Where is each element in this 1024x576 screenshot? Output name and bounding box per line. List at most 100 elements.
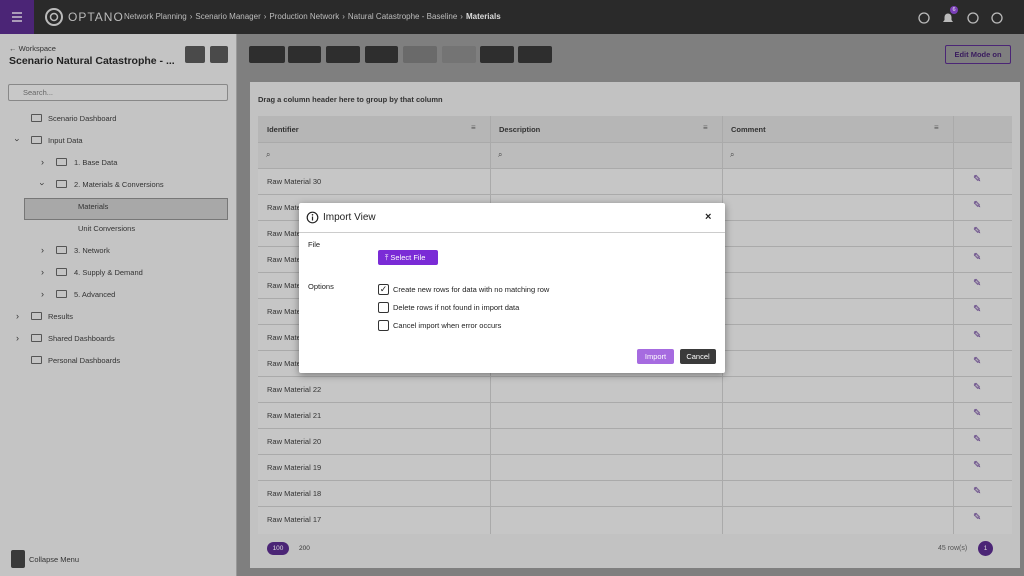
filter-icon[interactable]: ≡ <box>934 123 939 132</box>
edit-icon[interactable]: ✎ <box>973 408 982 419</box>
edit-icon[interactable]: ✎ <box>973 226 982 237</box>
breadcrumb: Network Planning › Scenario Manager › Produc… <box>124 12 501 21</box>
breadcrumb-separator: › <box>460 12 463 21</box>
expand-arrow[interactable]: › <box>16 333 19 343</box>
toolbar-button[interactable] <box>480 46 514 63</box>
dashboard-icon <box>31 114 42 122</box>
column-header[interactable]: Comment <box>731 125 766 134</box>
dialog-title: Import View <box>323 212 376 223</box>
filter-row <box>258 142 1012 168</box>
cell: Raw Material 19 <box>267 463 322 472</box>
breadcrumb-item[interactable]: Natural Catastrophe - Baseline <box>347 12 458 21</box>
search-box[interactable]: Search... <box>8 84 228 101</box>
option-label[interactable]: Cancel import when error occurs <box>393 321 502 330</box>
close-button[interactable]: × <box>705 211 712 223</box>
toolbar-button[interactable] <box>288 46 321 63</box>
edit-icon[interactable]: ✎ <box>973 200 982 211</box>
sidebar: ← Workspace Scenario Natural Catastrophe… <box>0 34 237 576</box>
edit-icon[interactable]: ✎ <box>973 252 982 263</box>
edit-button[interactable] <box>185 46 205 63</box>
row-divider <box>258 402 1012 403</box>
file-label: File <box>308 240 321 249</box>
page-size[interactable]: 200 <box>299 545 310 552</box>
collapse-text[interactable]: Collapse Menu <box>29 555 80 564</box>
expand-arrow[interactable]: › <box>41 267 44 277</box>
page-size[interactable]: 100 <box>267 542 289 555</box>
edit-icon[interactable]: ✎ <box>973 278 982 289</box>
toolbar-button[interactable] <box>326 46 360 63</box>
toolbar-button[interactable] <box>403 46 437 63</box>
folder-icon <box>56 180 67 188</box>
edit-icon[interactable]: ✎ <box>973 512 982 523</box>
page-number[interactable]: 1 <box>978 541 993 556</box>
cancel-button[interactable]: Cancel <box>680 349 716 364</box>
tree-item[interactable]: Scenario Dashboard <box>48 114 117 123</box>
toolbar-button[interactable] <box>249 46 285 63</box>
cell: Raw Material 26 <box>267 281 322 290</box>
edit-icon[interactable]: ✎ <box>973 434 982 445</box>
edit-mode-button[interactable]: Edit Mode on <box>945 45 1011 64</box>
top-bar: OPTANO Network Planning › Scenario Manager… <box>0 0 1024 34</box>
column-header[interactable]: Description <box>499 125 541 134</box>
row-divider <box>258 454 1012 455</box>
search-icon[interactable]: ⌕ <box>498 150 503 159</box>
row-divider <box>258 376 1012 377</box>
edit-icon[interactable]: ✎ <box>973 304 982 315</box>
filter-icon[interactable]: ≡ <box>471 123 476 132</box>
cell: Raw Material 17 <box>267 515 322 524</box>
select-file-button[interactable]: ⤒ Select File <box>378 250 438 265</box>
edit-icon[interactable]: ✎ <box>973 174 982 185</box>
tree-item[interactable]: 3. Network <box>74 246 110 255</box>
row-divider <box>258 480 1012 481</box>
tree-item[interactable]: Personal Dashboards <box>48 356 121 365</box>
cell: Raw Material 28 <box>267 229 322 238</box>
edit-icon[interactable]: ✎ <box>973 486 982 497</box>
menu-button[interactable] <box>0 0 34 34</box>
toolbar-button[interactable] <box>442 46 476 63</box>
checkbox[interactable] <box>378 320 389 331</box>
search-icon[interactable]: ⌕ <box>730 150 735 159</box>
cell: Raw Material 25 <box>267 307 322 316</box>
edit-icon[interactable]: ✎ <box>973 330 982 341</box>
filter-icon[interactable]: ≡ <box>703 123 708 132</box>
option-label[interactable]: Create new rows for data with no matchin… <box>393 285 550 294</box>
tree-item[interactable]: 2. Materials & Conversions <box>74 180 164 189</box>
tree-item[interactable]: Shared Dashboards <box>48 334 115 343</box>
breadcrumb-item[interactable]: Scenario Manager <box>195 12 261 21</box>
column-header[interactable]: Identifier <box>267 125 299 134</box>
cell: Raw Material 20 <box>267 437 322 446</box>
upload-icon: ⤒ <box>385 253 389 262</box>
search-icon[interactable]: ⌕ <box>266 150 271 159</box>
tree-item[interactable]: Results <box>48 312 74 321</box>
collapse-button[interactable] <box>11 550 25 568</box>
tree-item[interactable]: Unit Conversions <box>78 224 136 233</box>
toolbar-button[interactable] <box>518 46 552 63</box>
folder-icon <box>31 334 42 342</box>
expand-arrow[interactable]: › <box>41 289 44 299</box>
edit-icon[interactable]: ✎ <box>973 356 982 367</box>
expand-arrow[interactable]: › <box>12 138 23 142</box>
edit-icon[interactable]: ✎ <box>973 382 982 393</box>
checkbox[interactable]: ✓ <box>378 284 389 295</box>
breadcrumb-item[interactable]: Production Network <box>269 12 340 21</box>
options-label: Options <box>308 282 334 291</box>
tree-item[interactable]: Input Data <box>48 136 83 145</box>
expand-arrow[interactable]: › <box>37 182 48 186</box>
checkbox[interactable] <box>378 302 389 313</box>
tree-item[interactable]: 4. Supply & Demand <box>74 268 143 277</box>
workspace-title: Scenario Natural Catastrophe - ... <box>9 55 175 67</box>
tree-item[interactable]: 1. Base Data <box>74 158 118 167</box>
breadcrumb-item[interactable]: Materials <box>465 12 501 21</box>
tree-item[interactable]: 5. Advanced <box>74 290 116 299</box>
more-button[interactable] <box>210 46 228 63</box>
back-link[interactable]: ← Workspace <box>9 44 56 53</box>
import-button[interactable]: Import <box>637 349 674 364</box>
breadcrumb-item[interactable]: Network Planning <box>124 12 187 21</box>
expand-arrow[interactable]: › <box>41 245 44 255</box>
toolbar-button[interactable] <box>365 46 398 63</box>
edit-icon[interactable]: ✎ <box>973 460 982 471</box>
option-label[interactable]: Delete rows if not found in import data <box>393 303 520 312</box>
tree-item[interactable]: Materials <box>78 202 109 211</box>
expand-arrow[interactable]: › <box>41 157 44 167</box>
expand-arrow[interactable]: › <box>16 311 19 321</box>
